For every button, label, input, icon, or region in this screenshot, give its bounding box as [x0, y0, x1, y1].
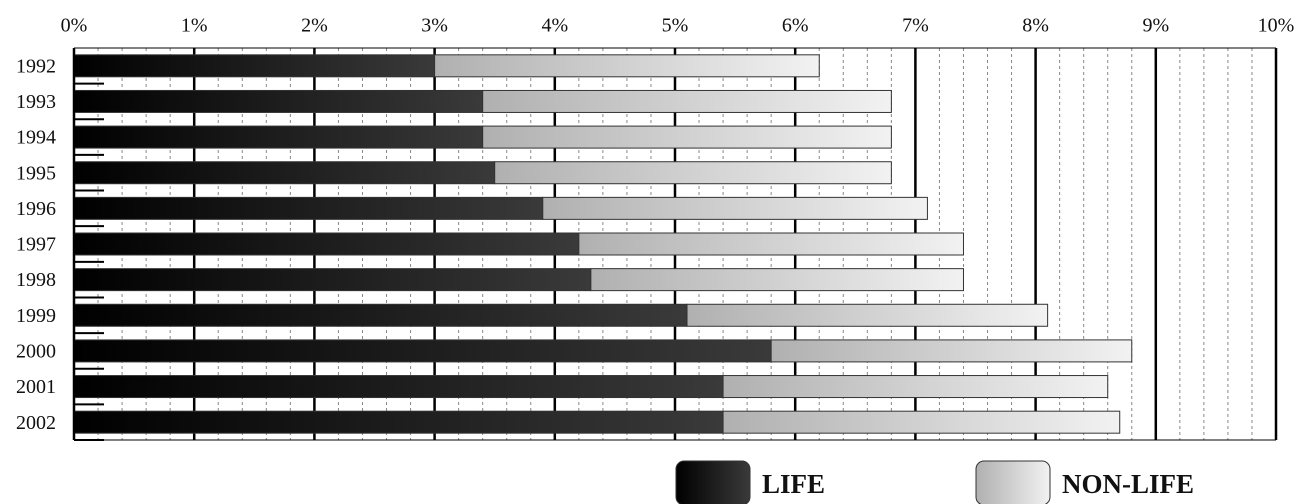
legend-label: NON-LIFE	[1062, 469, 1194, 499]
y-tick-label: 1993	[16, 91, 56, 113]
legend-swatch	[975, 460, 1051, 504]
x-tick-label: 9%	[1142, 15, 1169, 37]
x-tick-label: 8%	[1022, 15, 1049, 37]
y-tick-label: 1996	[16, 198, 56, 220]
bar	[722, 410, 1121, 434]
x-tick-label: 0%	[61, 15, 88, 37]
y-tick-label: 2000	[16, 341, 56, 363]
bar	[73, 125, 484, 149]
bar	[494, 161, 892, 185]
legend-label: LIFE	[762, 469, 825, 499]
bar	[73, 268, 592, 292]
y-tick-label: 1995	[16, 162, 56, 184]
bar	[590, 268, 964, 292]
bar	[542, 196, 928, 220]
bar	[73, 232, 580, 256]
x-tick-label: 2%	[301, 15, 328, 37]
y-tick-label: 1997	[16, 234, 56, 256]
bar	[770, 339, 1133, 363]
x-tick-label: 1%	[181, 15, 208, 37]
bar	[73, 161, 496, 185]
y-tick-label: 1998	[16, 269, 56, 291]
bar	[73, 375, 724, 399]
y-tick-label: 1999	[16, 305, 56, 327]
bar	[73, 410, 724, 434]
bar	[578, 232, 964, 256]
bar	[73, 54, 436, 78]
y-tick-label: 1992	[16, 55, 56, 77]
legend-swatch	[675, 460, 751, 504]
x-tick-label: 7%	[902, 15, 929, 37]
y-tick-label: 2001	[16, 376, 56, 398]
bar	[73, 196, 544, 220]
bar	[73, 303, 688, 327]
x-tick-label: 6%	[782, 15, 809, 37]
bar	[482, 125, 892, 149]
bar	[482, 89, 892, 113]
x-tick-label: 5%	[662, 15, 689, 37]
bar	[686, 303, 1049, 327]
x-tick-label: 3%	[421, 15, 448, 37]
y-tick-label: 2002	[16, 412, 56, 434]
bar	[434, 54, 820, 78]
bar	[722, 375, 1109, 399]
y-tick-label: 1994	[16, 127, 56, 149]
bar	[73, 89, 484, 113]
x-tick-label: 10%	[1258, 15, 1295, 37]
bar	[73, 339, 772, 363]
x-tick-label: 4%	[541, 15, 568, 37]
